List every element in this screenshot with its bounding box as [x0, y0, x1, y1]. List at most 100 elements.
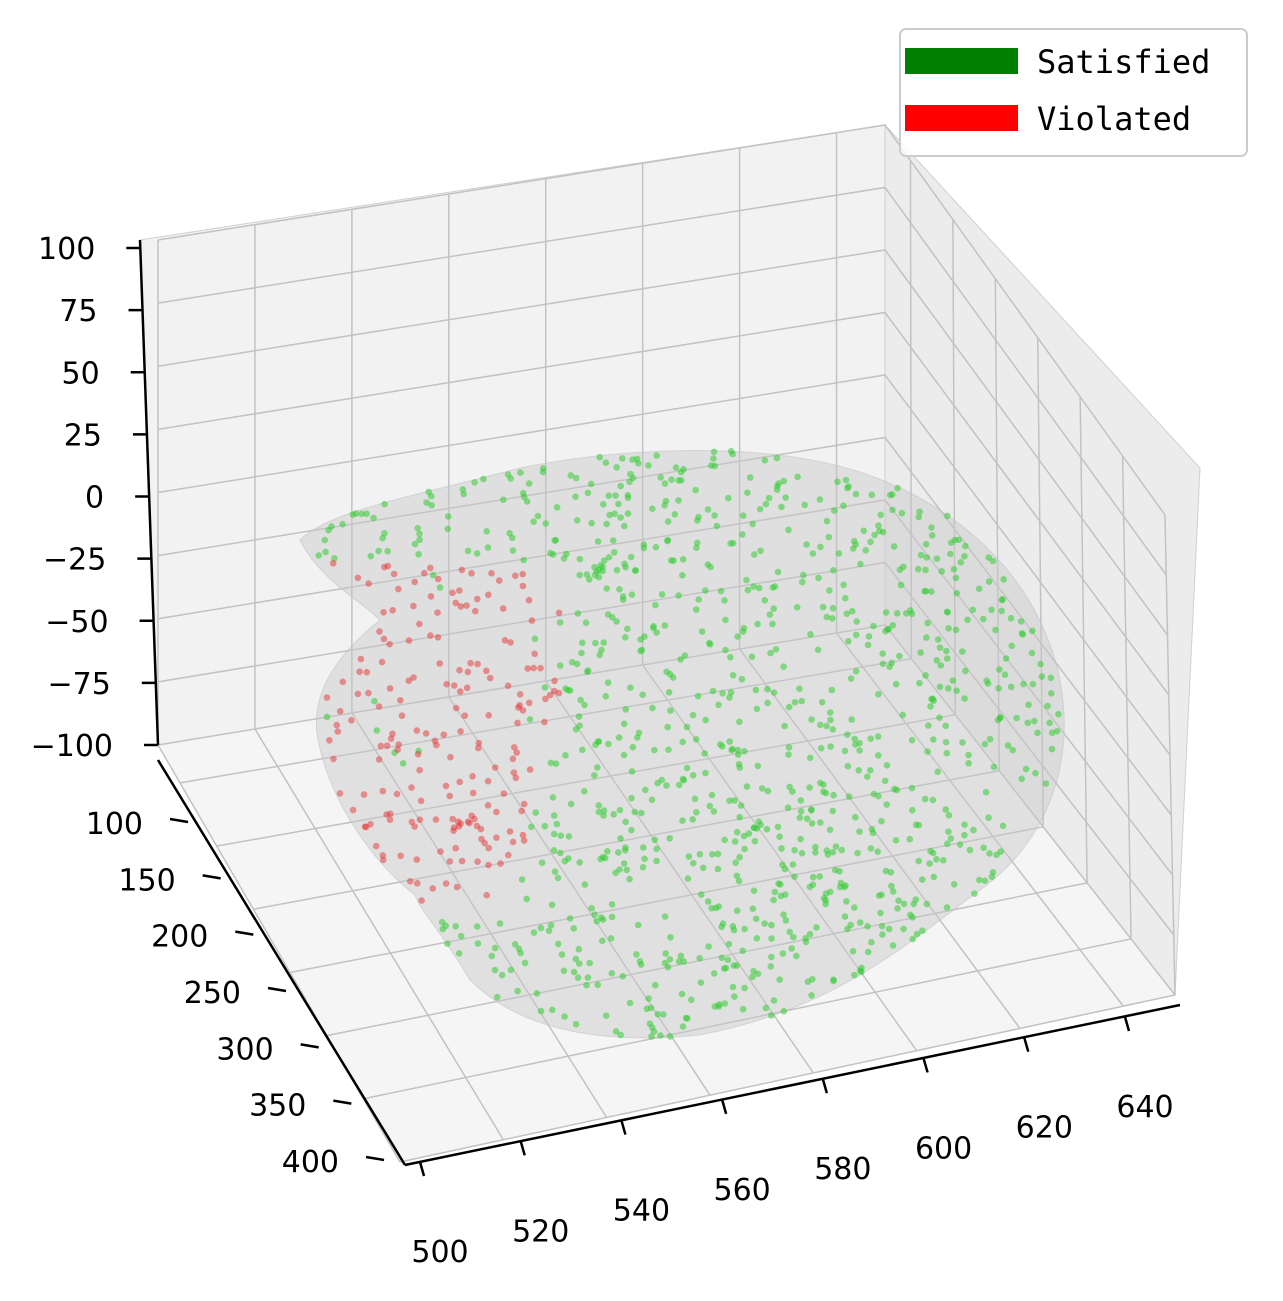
point-satisfied — [610, 811, 617, 818]
point-violated — [334, 728, 342, 735]
legend-swatch-violated — [905, 105, 1018, 131]
point-satisfied — [914, 565, 922, 573]
point-satisfied — [1002, 655, 1010, 662]
point-violated — [474, 660, 481, 668]
point-violated — [354, 574, 362, 582]
point-violated — [427, 593, 435, 600]
point-satisfied — [749, 520, 756, 528]
point-violated — [504, 682, 512, 690]
point-satisfied — [679, 572, 686, 579]
point-satisfied — [573, 517, 581, 524]
point-satisfied — [677, 952, 685, 960]
point-satisfied — [615, 734, 623, 741]
point-violated — [519, 570, 526, 578]
point-violated — [414, 880, 421, 887]
point-satisfied — [749, 905, 757, 912]
point-violated — [485, 712, 493, 719]
point-satisfied — [371, 697, 378, 705]
point-satisfied — [733, 828, 741, 836]
point-satisfied — [363, 510, 370, 517]
point-satisfied — [609, 537, 617, 544]
point-satisfied — [927, 703, 934, 710]
point-satisfied — [907, 911, 914, 919]
point-satisfied — [943, 749, 951, 757]
point-satisfied — [599, 937, 606, 945]
point-violated — [484, 802, 492, 809]
point-violated — [516, 691, 524, 698]
point-satisfied — [770, 896, 777, 904]
point-violated — [378, 658, 386, 666]
point-violated — [397, 852, 405, 860]
point-satisfied — [851, 735, 858, 743]
point-satisfied — [736, 718, 743, 726]
y-tick-label: 200 — [151, 920, 208, 955]
point-satisfied — [572, 474, 580, 482]
point-violated — [526, 766, 534, 773]
point-satisfied — [638, 646, 646, 654]
point-violated — [410, 674, 417, 681]
point-satisfied — [1013, 714, 1020, 722]
point-satisfied — [677, 656, 684, 663]
point-satisfied — [480, 475, 487, 483]
point-satisfied — [729, 672, 737, 679]
point-satisfied — [751, 551, 758, 558]
point-satisfied — [460, 490, 468, 498]
point-violated — [516, 702, 523, 709]
point-satisfied — [808, 716, 815, 723]
point-satisfied — [923, 634, 930, 641]
point-satisfied — [944, 512, 951, 520]
point-violated — [434, 634, 442, 641]
point-satisfied — [738, 675, 746, 683]
point-satisfied — [594, 764, 601, 771]
z-tick-label: −25 — [43, 543, 106, 578]
point-satisfied — [684, 875, 692, 882]
grid-line-floor-x — [448, 696, 711, 1096]
point-satisfied — [680, 776, 688, 784]
point-satisfied — [1018, 630, 1026, 637]
point-satisfied — [689, 711, 697, 719]
point-satisfied — [349, 511, 357, 518]
point-violated — [537, 664, 544, 672]
point-satisfied — [784, 804, 792, 811]
point-violated — [555, 689, 563, 697]
point-violated — [333, 721, 341, 729]
point-satisfied — [688, 996, 695, 1004]
point-satisfied — [853, 618, 860, 625]
point-violated — [387, 810, 394, 818]
point-satisfied — [752, 686, 760, 694]
point-satisfied — [889, 888, 897, 895]
point-violated — [397, 697, 404, 704]
point-violated — [518, 807, 525, 815]
point-satisfied — [890, 543, 898, 550]
point-satisfied — [473, 923, 481, 930]
point-violated — [427, 632, 434, 639]
point-violated — [452, 704, 460, 712]
point-satisfied — [558, 951, 566, 958]
point-satisfied — [679, 556, 687, 563]
point-satisfied — [754, 970, 762, 978]
point-satisfied — [629, 456, 636, 464]
point-satisfied — [1007, 683, 1015, 691]
point-satisfied — [776, 833, 783, 840]
point-satisfied — [806, 784, 813, 791]
point-violated — [551, 677, 558, 685]
point-satisfied — [537, 924, 545, 932]
point-satisfied — [628, 591, 636, 598]
point-satisfied — [763, 826, 771, 833]
point-satisfied — [692, 736, 700, 743]
point-satisfied — [1018, 775, 1025, 783]
point-satisfied — [835, 550, 843, 557]
point-satisfied — [509, 547, 517, 554]
point-satisfied — [894, 905, 901, 912]
point-satisfied — [870, 790, 877, 798]
y-tick-label: 300 — [216, 1032, 273, 1067]
point-satisfied — [707, 563, 714, 571]
point-satisfied — [843, 898, 850, 905]
point-violated — [500, 790, 508, 797]
y-tick-label: 100 — [86, 807, 143, 842]
point-satisfied — [704, 506, 712, 513]
point-satisfied — [909, 806, 916, 814]
point-satisfied — [595, 802, 603, 809]
point-satisfied — [654, 779, 661, 787]
point-satisfied — [779, 861, 786, 869]
